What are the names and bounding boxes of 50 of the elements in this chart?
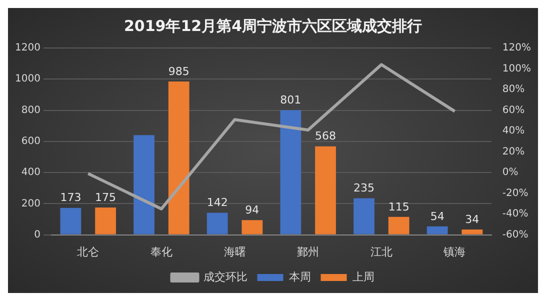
y2-tick-label: 100%	[502, 63, 532, 74]
bar	[60, 208, 82, 234]
legend-label: 本周	[288, 270, 311, 284]
data-label: 142	[206, 196, 228, 210]
bar	[388, 216, 410, 234]
bar	[462, 230, 483, 234]
y-tick-label: 200	[21, 198, 40, 210]
data-label: 801	[280, 93, 302, 106]
bar	[426, 226, 448, 234]
y-tick-label: 800	[21, 104, 40, 116]
bar	[134, 135, 154, 234]
x-tick-label: 鄞州	[297, 245, 320, 258]
y2-tick-label: 40%	[502, 126, 525, 137]
y2-tick-label: 0%	[502, 167, 518, 178]
bar	[206, 212, 228, 234]
y2-tick-label: -60%	[502, 229, 528, 240]
data-label: 985	[168, 64, 190, 78]
y-tick-label: 400	[21, 167, 40, 178]
x-tick-label: 江北	[370, 245, 392, 258]
data-label: 235	[354, 182, 375, 195]
bar	[354, 198, 374, 234]
bar	[95, 208, 116, 234]
legend-label: 成交环比	[203, 270, 248, 284]
data-label: 54	[430, 210, 444, 223]
bar	[315, 146, 336, 234]
y2-tick-label: 80%	[502, 84, 525, 96]
y-tick-label: 600	[21, 136, 40, 147]
data-label: 115	[388, 200, 410, 214]
y2-tick-label: 60%	[502, 104, 525, 116]
legend-label: 上周	[352, 270, 374, 284]
y2-tick-label: 120%	[502, 42, 532, 54]
y-tick-label: 1200	[14, 42, 40, 54]
data-label: 175	[95, 190, 116, 204]
x-tick-label: 镇海	[442, 245, 466, 258]
x-tick-label: 海曙	[224, 245, 246, 258]
data-label: 94	[245, 204, 260, 217]
x-tick-label: 奉化	[150, 245, 172, 258]
data-label: 173	[60, 191, 82, 204]
bar	[168, 81, 190, 234]
bar	[242, 220, 263, 234]
chart-title: 2019年12月第4周宁波市六区区域成交排行	[124, 16, 422, 35]
data-label: 34	[465, 212, 480, 226]
y-tick-label: 1000	[14, 74, 40, 85]
x-tick-label: 北仑	[77, 245, 100, 258]
y-tick-label: 0	[34, 229, 40, 240]
bar	[280, 110, 302, 234]
y2-tick-label: -20%	[502, 188, 528, 199]
y2-tick-label: -40%	[502, 208, 528, 220]
y2-tick-label: 20%	[502, 146, 525, 158]
data-label: 568	[315, 130, 336, 143]
